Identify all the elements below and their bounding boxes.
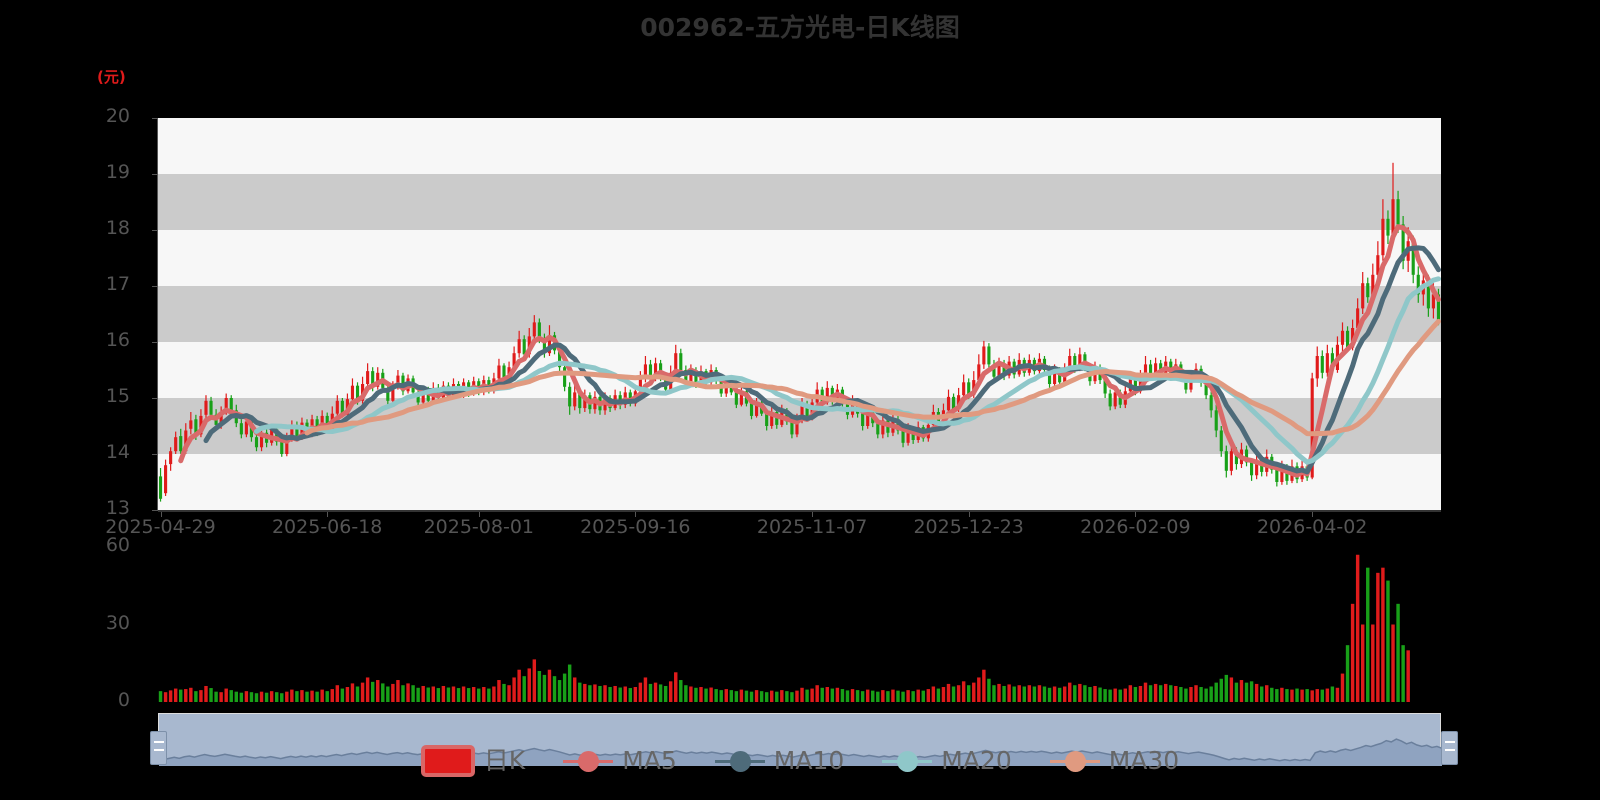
legend-dot-icon [578, 750, 600, 772]
legend-item-label: 日K [483, 746, 526, 775]
price-axis-tick-mark [152, 510, 158, 511]
legend-dot-icon [897, 750, 919, 772]
price-axis-tick-mark [152, 118, 158, 119]
price-y-axis-line [157, 118, 158, 510]
legend-dot-icon [1064, 750, 1086, 772]
grid-band [158, 118, 1441, 174]
datazoom-handle-right[interactable] [1441, 731, 1458, 765]
date-axis-tick-label: 2025-12-23 [913, 516, 1024, 538]
legend-swatch-kline [420, 745, 475, 777]
price-axis-tick-label: 17 [105, 273, 130, 295]
chart-legend: 日K MA5 MA10 MA20 [0, 736, 1600, 800]
date-axis-tick-label: 2025-08-01 [423, 516, 534, 538]
volume-plot-area [158, 547, 1441, 702]
legend-item-label: MA5 [622, 746, 677, 775]
legend-item-MA20[interactable]: MA20 [882, 736, 1012, 786]
legend-item-日K[interactable]: 日K [420, 736, 526, 786]
datazoom-preview-area [159, 738, 1442, 766]
volume-axis-tick-label: 0 [117, 689, 130, 711]
grid-band [158, 230, 1441, 286]
price-axis-tick-mark [152, 174, 158, 175]
handle-grip-line [1445, 741, 1455, 743]
date-axis-tick-mark [327, 512, 329, 517]
price-x-axis-line [158, 510, 1441, 512]
date-axis-tick-label: 2026-04-02 [1256, 516, 1368, 538]
price-axis-tick-mark [152, 454, 158, 455]
price-axis-tick-label: 13 [105, 497, 130, 519]
volume-bars-svg [158, 554, 1410, 702]
date-axis-tick-label: 2025-06-18 [271, 516, 383, 538]
date-axis-tick-label: 2026-02-09 [1080, 516, 1191, 538]
volume-axis-tick-label: 30 [105, 611, 130, 634]
handle-grip-line [154, 749, 164, 751]
legend-item-label: MA20 [941, 746, 1012, 775]
price-axis-tick-mark [152, 398, 158, 399]
legend-item-label: MA30 [1108, 746, 1180, 775]
price-unit-label: (元) [97, 68, 126, 86]
date-axis-tick-label: 2025-09-16 [580, 516, 691, 538]
date-axis-tick-mark [478, 512, 480, 517]
price-plot-area [158, 118, 1441, 510]
price-axis-tick-label: 15 [105, 385, 130, 407]
legend-swatch-line [1049, 749, 1100, 774]
price-axis-tick-label: 20 [105, 105, 130, 127]
volume-axis-tick-label: 60 [105, 534, 130, 556]
date-axis-tick-mark [635, 512, 637, 517]
legend-item-MA10[interactable]: MA10 [714, 736, 845, 786]
date-axis-tick-mark [160, 512, 162, 517]
page-title: 002962-五方光电-日K线图 [640, 13, 960, 42]
legend-item-label: MA10 [773, 746, 845, 775]
price-axis-tick-label: 16 [105, 329, 130, 351]
datazoom-slider-track[interactable] [158, 713, 1442, 766]
legend-swatch-line [563, 749, 614, 774]
legend-swatch-line [882, 749, 933, 774]
price-axis-tick-mark [152, 230, 158, 231]
legend-item-MA30[interactable]: MA30 [1049, 736, 1180, 786]
date-axis-tick-mark [812, 512, 814, 517]
date-axis-tick-mark [968, 512, 970, 517]
handle-grip-line [1445, 749, 1455, 751]
grid-band [158, 174, 1441, 230]
candlestick-svg [158, 162, 1441, 502]
price-axis-tick-label: 19 [105, 161, 130, 183]
legend-swatch-line [714, 749, 765, 774]
datazoom-handle-left[interactable] [150, 731, 167, 765]
price-axis-tick-mark [152, 286, 158, 287]
legend-item-MA5[interactable]: MA5 [563, 736, 677, 786]
grid-band [158, 286, 1441, 342]
date-axis-tick-label: 2025-04-29 [105, 516, 216, 538]
date-axis-tick-mark [1312, 512, 1314, 517]
price-axis-tick-label: 18 [105, 217, 130, 239]
date-axis-tick-mark [1135, 512, 1137, 517]
price-axis-tick-label: 14 [105, 441, 130, 463]
date-axis-tick-label: 2025-11-07 [756, 516, 868, 538]
handle-grip-line [154, 741, 164, 743]
legend-dot-icon [729, 750, 751, 772]
price-axis-tick-mark [152, 342, 158, 343]
